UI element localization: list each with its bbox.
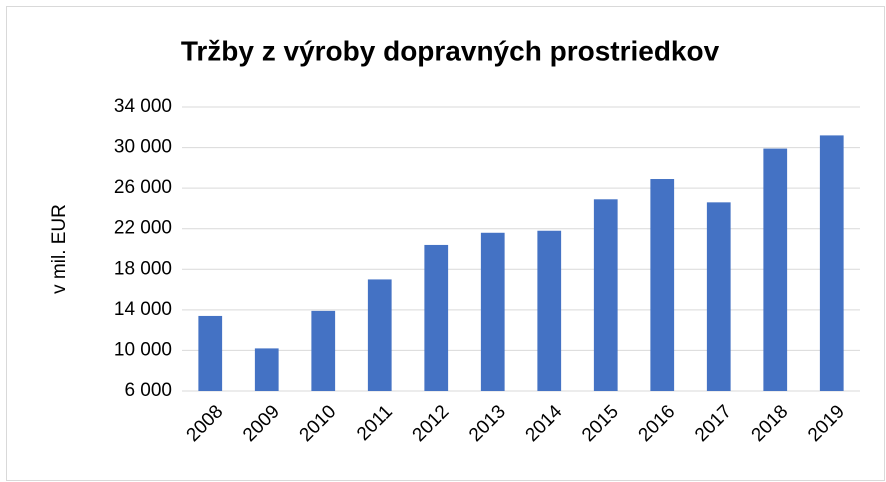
y-tick-label: 6 000 xyxy=(124,380,172,401)
chart-border xyxy=(6,6,885,481)
bar xyxy=(424,244,449,391)
y-tick-label: 10 000 xyxy=(114,339,172,360)
bar xyxy=(311,310,336,391)
bar xyxy=(537,230,562,391)
y-tick-label: 18 000 xyxy=(114,258,172,279)
bar xyxy=(198,315,223,391)
bar xyxy=(480,232,505,391)
y-tick-label: 26 000 xyxy=(114,177,172,198)
bar xyxy=(650,179,675,391)
bar xyxy=(254,348,279,391)
bar xyxy=(593,199,618,391)
y-tick-label: 30 000 xyxy=(114,137,172,158)
y-tick-label: 34 000 xyxy=(114,96,172,117)
bar xyxy=(706,202,731,391)
bar xyxy=(819,135,844,391)
chart-title: Tržby z výroby dopravných prostriedkov xyxy=(181,35,720,66)
bar xyxy=(367,279,392,391)
y-axis-label: v mil. EUR xyxy=(49,204,70,294)
y-tick-label: 14 000 xyxy=(114,299,172,320)
y-tick-label: 22 000 xyxy=(114,218,172,239)
bar xyxy=(763,148,788,391)
